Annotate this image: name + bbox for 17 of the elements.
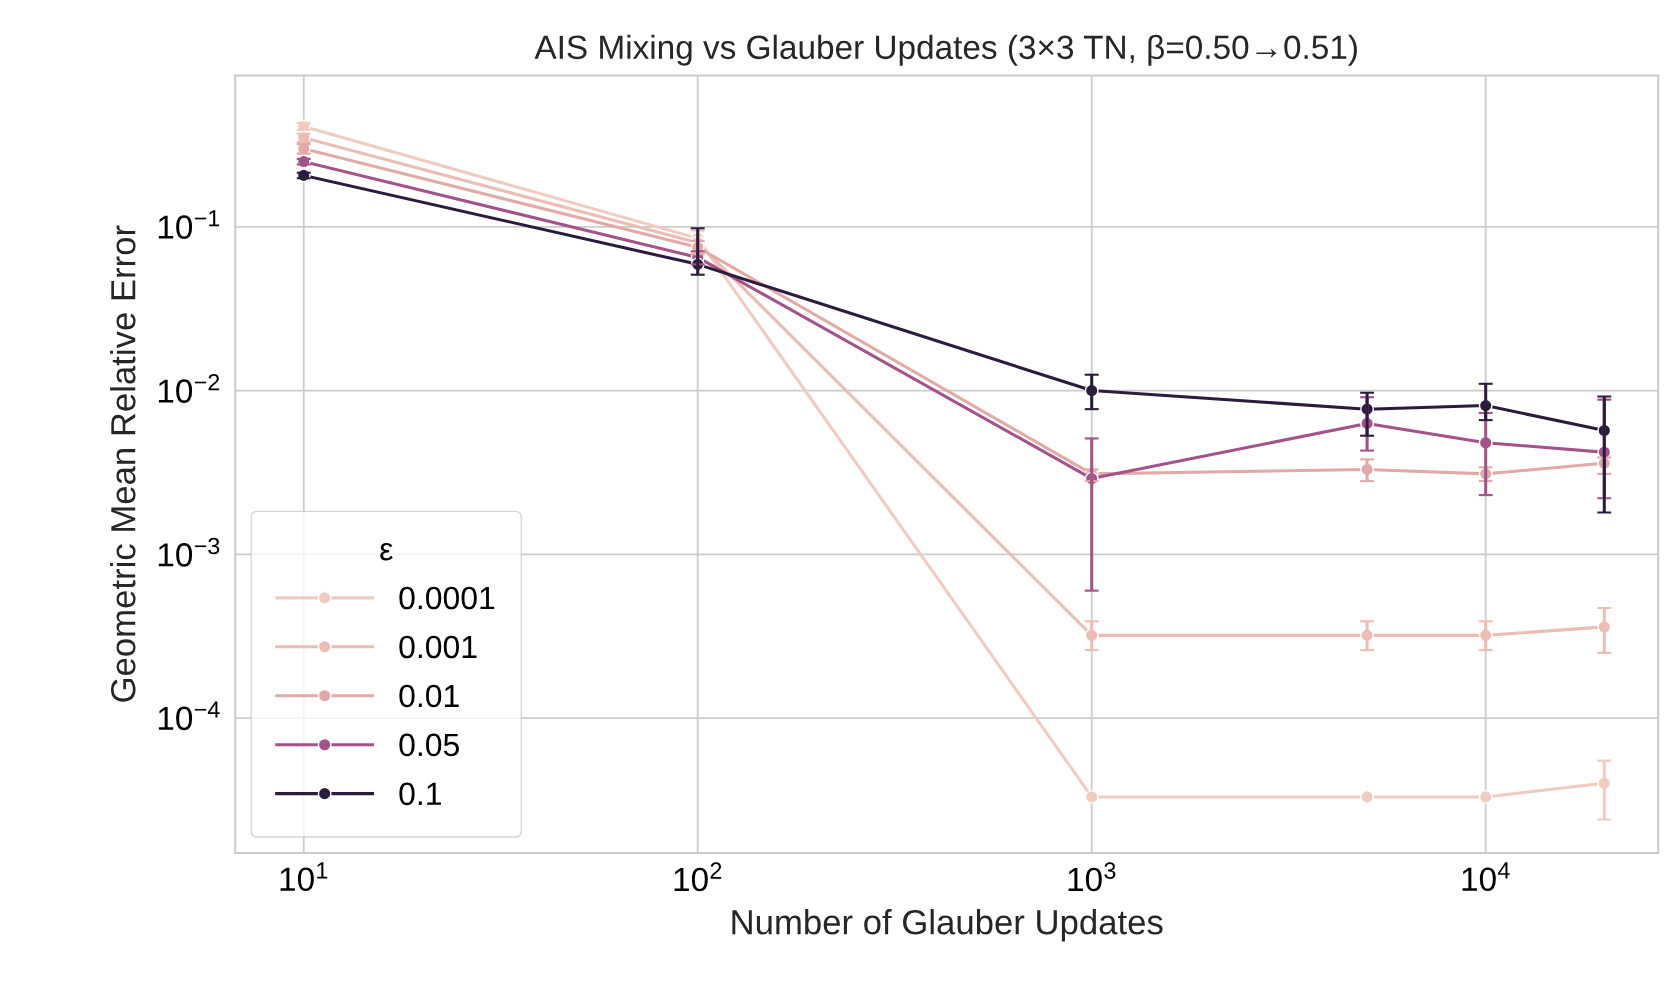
legend-label: 0.0001 <box>399 586 495 610</box>
legend-title: ε <box>380 542 393 561</box>
x-tick-label: 10$^{3}$ <box>1068 862 1116 892</box>
x-tick-label: 10$^{1}$ <box>280 862 328 892</box>
y-tick-label: 10$^{−3}$ <box>158 537 220 567</box>
x-tick-label: 10$^{2}$ <box>674 862 722 892</box>
y-axis-title: Geometric Mean Relative Error <box>110 225 136 702</box>
legend-label: 0.1 <box>399 782 441 806</box>
x-axis-title: Number of Glauber Updates <box>732 909 1163 942</box>
chart-title: AIS Mixing vs Glauber Updates (3×3 TN, β=0.50→0.51) <box>534 34 1357 66</box>
y-tick-label: 10$^{−2}$ <box>158 373 220 403</box>
y-tick-label: 10$^{−4}$ <box>158 701 220 731</box>
legend-label: 0.05 <box>399 733 459 757</box>
legend-label: 0.001 <box>399 635 477 659</box>
legend-label: 0.01 <box>399 684 459 708</box>
x-tick-label: 10$^{4}$ <box>1462 862 1510 892</box>
y-tick-label: 10$^{−1}$ <box>158 210 220 239</box>
